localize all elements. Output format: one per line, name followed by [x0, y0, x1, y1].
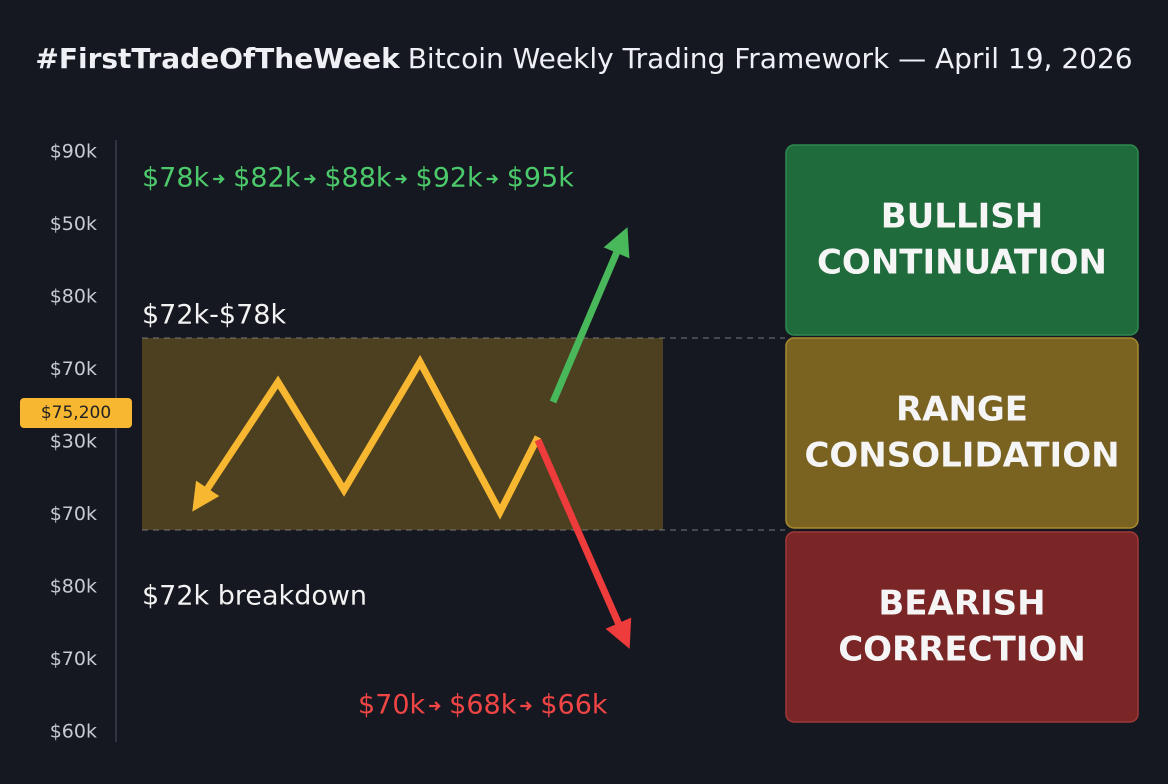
target: $68k	[449, 690, 517, 721]
scenario-line2: CORRECTION	[838, 630, 1086, 670]
target: $88k	[324, 163, 392, 194]
scenario-line2: CONTINUATION	[817, 243, 1107, 283]
target: $78k	[142, 163, 210, 194]
axis-label: $50k	[50, 213, 97, 235]
scenario-box	[785, 531, 1139, 723]
chain-arrow	[520, 701, 532, 711]
chain-arrow	[395, 174, 408, 184]
scenario-line1: RANGE	[896, 390, 1028, 430]
price-label: $75,200	[41, 403, 111, 423]
axis-label: $80k	[50, 576, 97, 598]
title-text: Bitcoin Weekly Trading Framework — April…	[408, 42, 1133, 75]
chain-arrow	[304, 174, 316, 184]
chain-arrow	[429, 701, 441, 711]
bear-targets: $70k $68k $66k	[358, 690, 608, 721]
target: $92k	[416, 163, 484, 194]
range-label: $72k-$78k	[142, 300, 286, 331]
range-zigzag	[192, 354, 542, 520]
chain-arrow	[213, 174, 225, 184]
axis-label: $70k	[50, 503, 97, 525]
axis-label: $30k	[50, 431, 97, 453]
axis-label: $70k	[50, 358, 97, 380]
target: $66k	[540, 690, 608, 721]
bull-arrow	[549, 227, 630, 404]
scenario-line1: BULLISH	[881, 197, 1043, 237]
target: $95k	[507, 163, 575, 194]
axis-labels: $90k $50k $80k $70k $30k $70k $80k $70k $60k	[50, 141, 97, 743]
title-hashtag: #FirstTradeOfTheWeek	[35, 42, 401, 75]
breakdown-label: $72k breakdown	[142, 581, 367, 612]
target: $70k	[358, 690, 426, 721]
axis-label: $90k	[50, 141, 97, 163]
target: $82k	[233, 163, 301, 194]
scenario-line2: CONSOLIDATION	[804, 436, 1119, 476]
bear-arrow	[534, 438, 632, 649]
range-band	[142, 338, 663, 530]
scenario-box	[785, 337, 1139, 529]
scenarios: BULLISH CONTINUATION RANGE CONSOLIDATION BEA…	[785, 144, 1139, 723]
scenario-line1: BEARISH	[878, 584, 1045, 624]
scenario-box	[785, 144, 1139, 336]
title: #FirstTradeOfTheWeek Bitcoin Weekly Tradi…	[35, 42, 1132, 75]
price-badge	[20, 398, 132, 428]
chain-arrow	[486, 174, 499, 184]
axis-label: $60k	[50, 721, 97, 743]
bull-targets: $78k $82k $88k $92k $95k	[142, 163, 574, 194]
axis-label: $70k	[50, 648, 97, 670]
axis-label: $80k	[50, 286, 97, 308]
